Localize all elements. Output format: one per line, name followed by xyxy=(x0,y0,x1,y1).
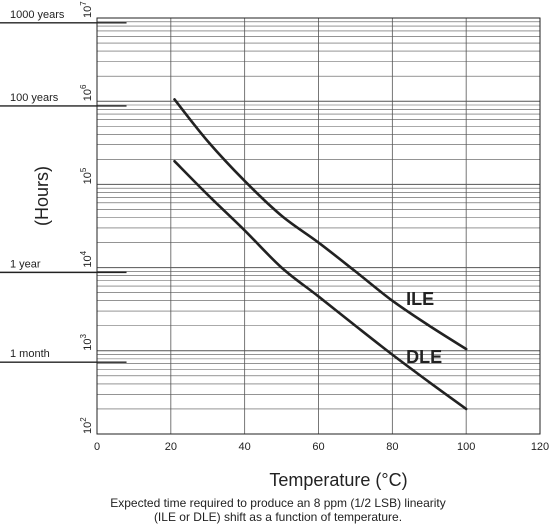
y-tick-base-0: 10 xyxy=(82,422,94,434)
y-tick-exponent-3: 5 xyxy=(79,167,88,172)
reference-label-1: 100 years xyxy=(10,92,59,104)
x-tick-label-6: 120 xyxy=(531,441,549,453)
y-tick-text-5: 107 xyxy=(79,1,94,18)
x-tick-label-2: 40 xyxy=(239,441,251,453)
y-tick-label-4: 106 xyxy=(79,84,94,101)
y-tick-base-2: 10 xyxy=(82,255,94,267)
y-tick-exponent-2: 4 xyxy=(79,250,88,255)
series-line-ile xyxy=(173,98,468,351)
y-axis-label: (Hours) xyxy=(32,166,52,226)
x-tick-label-0: 0 xyxy=(94,441,100,453)
series-label-ile: ILE xyxy=(406,289,434,309)
y-tick-label-5: 107 xyxy=(79,1,94,18)
x-axis-label: Temperature (°C) xyxy=(269,470,407,490)
y-tick-exponent-1: 3 xyxy=(79,334,88,339)
x-tick-label-1: 20 xyxy=(165,441,177,453)
y-tick-text-0: 102 xyxy=(79,417,94,434)
y-tick-base-5: 10 xyxy=(82,6,94,18)
y-tick-text-3: 105 xyxy=(79,167,94,184)
series-label-dle: DLE xyxy=(406,347,442,367)
y-tick-exponent-4: 6 xyxy=(79,84,88,89)
y-tick-base-1: 10 xyxy=(82,339,94,351)
y-tick-text-4: 106 xyxy=(79,84,94,101)
y-tick-text-1: 103 xyxy=(79,334,94,351)
y-tick-label-1: 103 xyxy=(79,334,94,351)
reference-label-0: 1000 years xyxy=(10,9,65,21)
reference-lines: 1000 years 100 years 1 year 1 month xyxy=(0,9,127,363)
y-tick-exponent-5: 7 xyxy=(79,1,88,6)
reference-label-3: 1 month xyxy=(10,348,50,360)
y-tick-text-2: 104 xyxy=(79,250,94,267)
series-lines: ILE DLE xyxy=(173,98,468,411)
y-tick-label-3: 105 xyxy=(79,167,94,184)
y-tick-label-0: 102 xyxy=(79,417,94,434)
x-tick-label-3: 60 xyxy=(312,441,324,453)
y-tick-exponent-0: 2 xyxy=(79,417,88,422)
plot-frame xyxy=(96,17,541,435)
y-tick-base-4: 10 xyxy=(82,89,94,101)
y-tick-base-3: 10 xyxy=(82,172,94,184)
reference-label-2: 1 year xyxy=(10,258,41,270)
series-line-dle xyxy=(173,159,468,411)
caption-line-1: Expected time required to produce an 8 p… xyxy=(110,496,446,510)
y-tick-label-2: 104 xyxy=(79,250,94,267)
x-tick-label-5: 100 xyxy=(457,441,475,453)
grid xyxy=(96,18,541,435)
caption-line-2: (ILE or DLE) shift as a function of temp… xyxy=(153,510,403,524)
x-tick-label-4: 80 xyxy=(386,441,398,453)
